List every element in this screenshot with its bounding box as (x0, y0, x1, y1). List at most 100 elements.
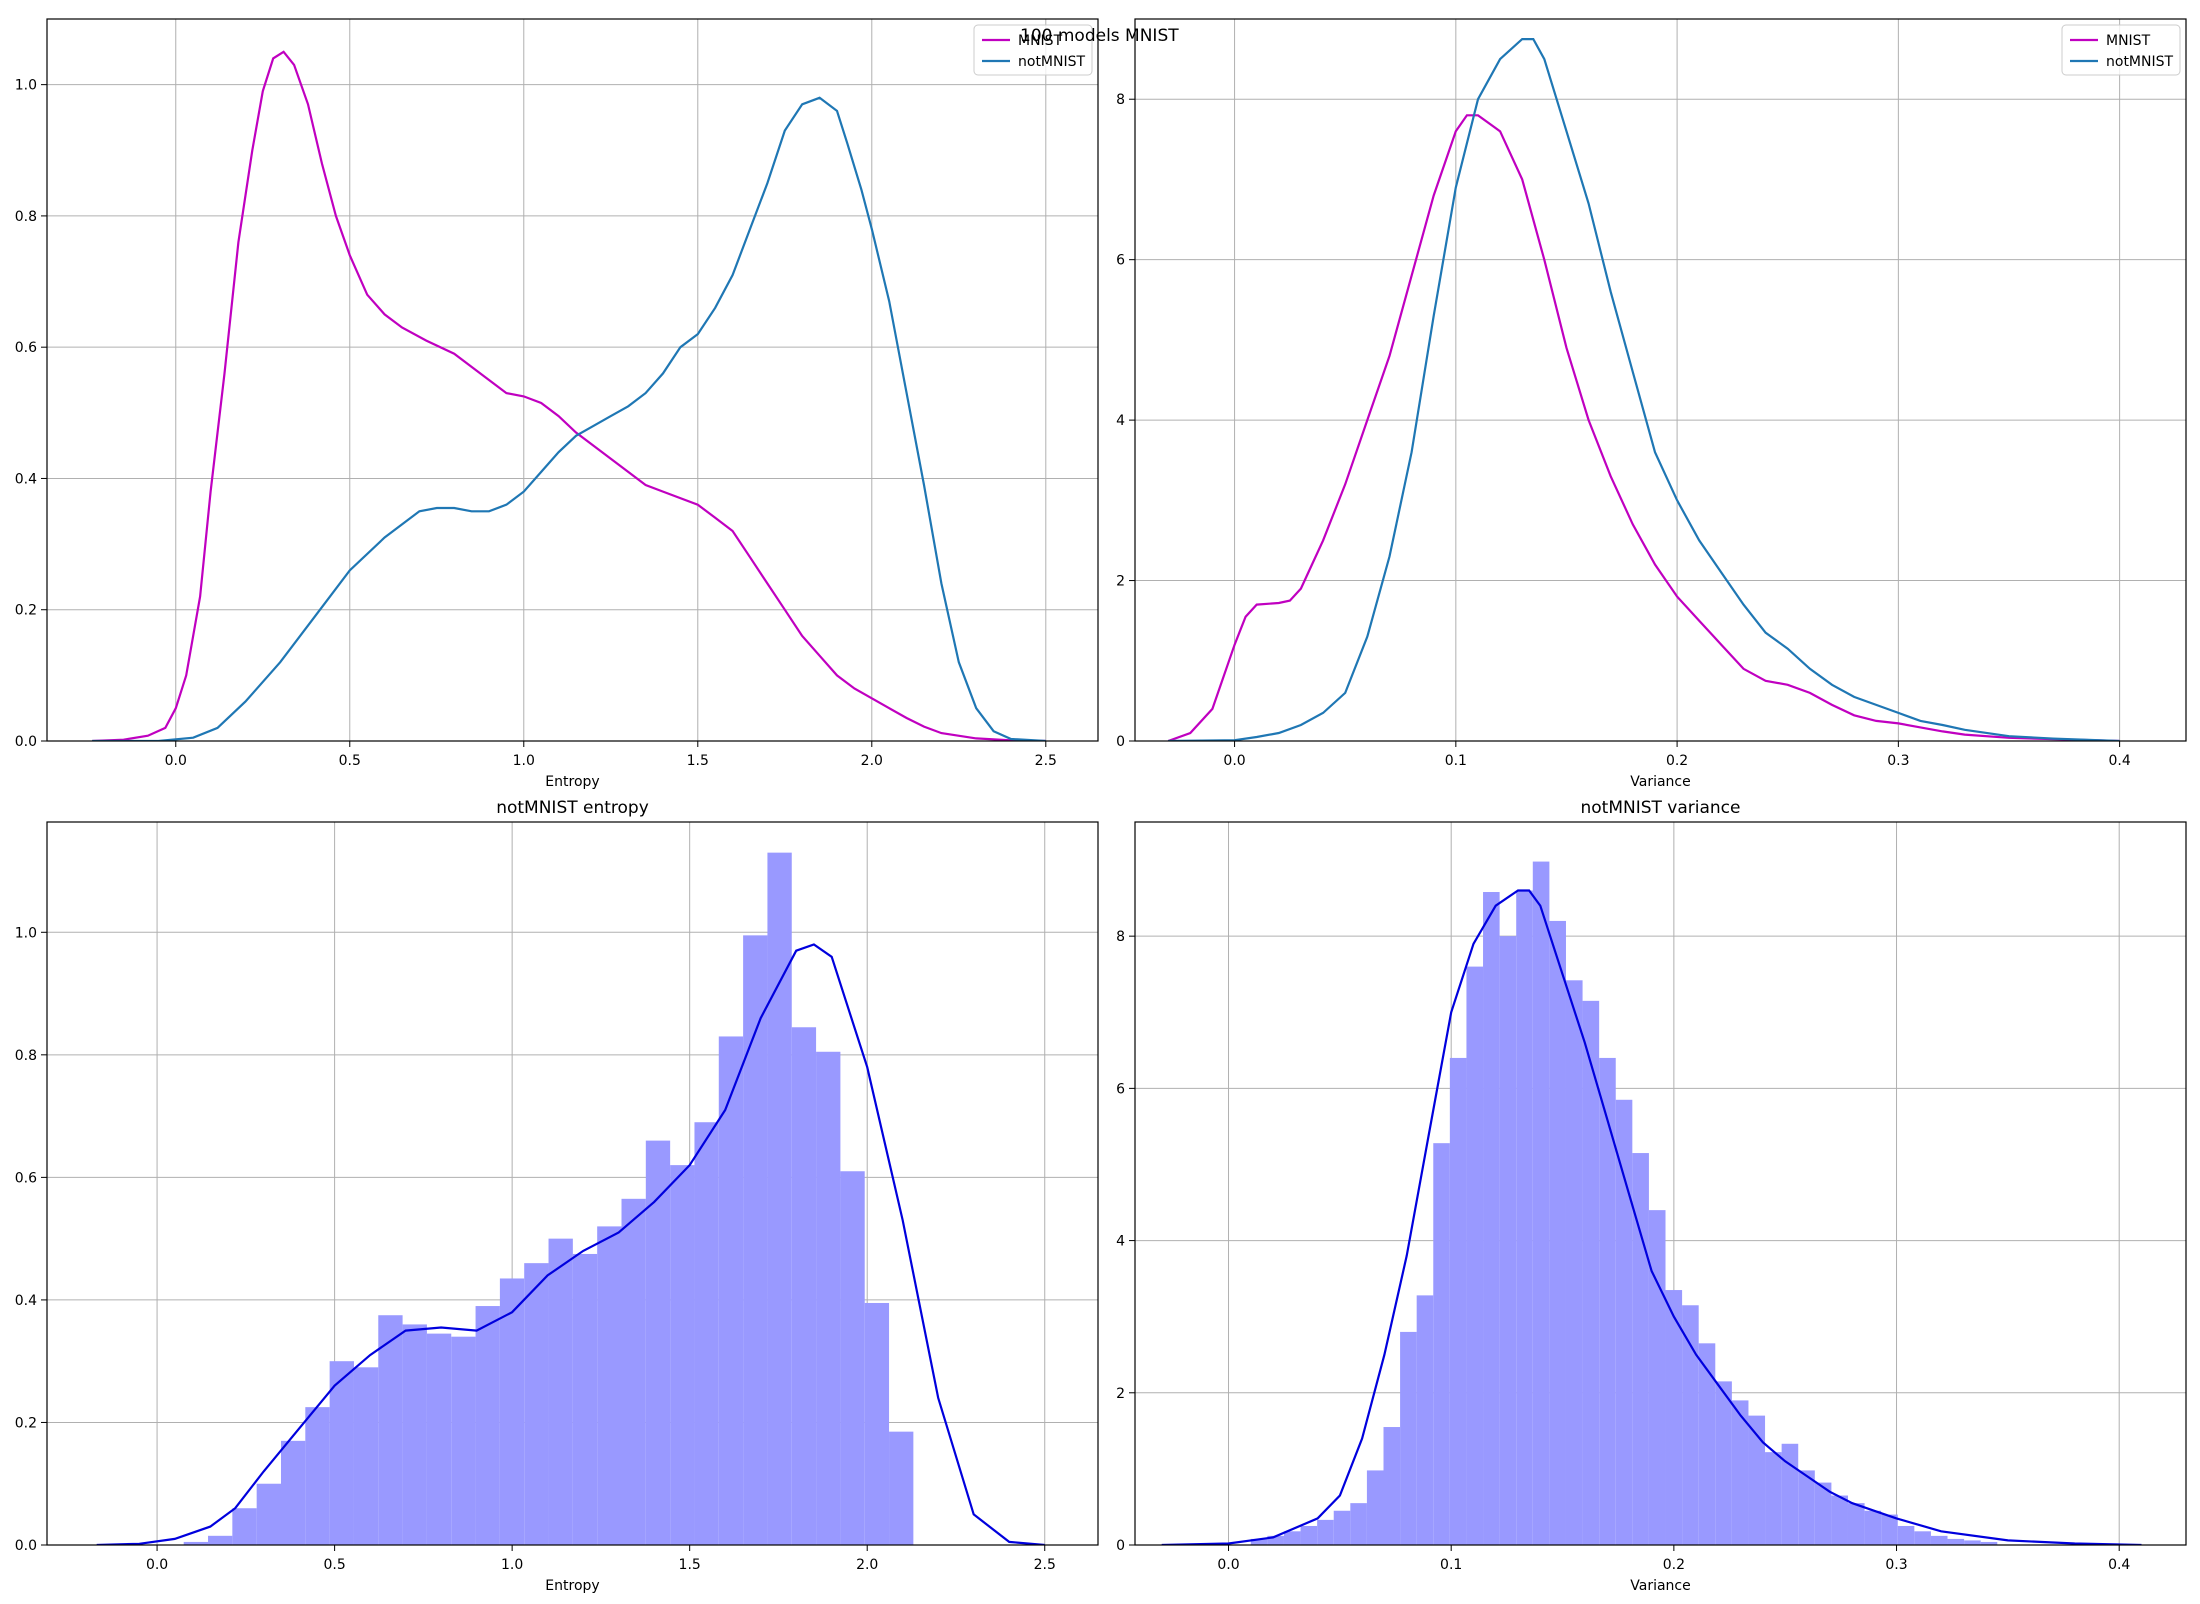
histogram-bar (1416, 1295, 1434, 1545)
legend-entry: MNIST (2106, 33, 2151, 49)
y-tick-label: 0.4 (15, 1293, 37, 1309)
series-line-mnist (92, 50, 1046, 741)
y-tick-label: 0 (1116, 734, 1125, 750)
histogram-bar (475, 1306, 500, 1545)
histogram-bar (1864, 1510, 1882, 1545)
histogram-bar (1499, 936, 1517, 1545)
histogram-bar (1250, 1538, 1268, 1545)
histogram-bar (572, 1253, 598, 1545)
histogram-bar (1449, 1057, 1467, 1545)
histogram-bar (1400, 1331, 1417, 1545)
histogram-bar (694, 1122, 719, 1545)
histogram-bar (791, 1027, 817, 1545)
histogram-bar (1300, 1525, 1318, 1545)
y-tick-label: 4 (1116, 1234, 1125, 1250)
x-tick-label: 0.3 (1885, 1557, 1907, 1573)
y-tick-label: 1.0 (15, 925, 37, 941)
histogram-bar (1881, 1514, 1898, 1545)
plot-area (92, 50, 1046, 741)
legend-box (973, 24, 1093, 76)
x-tick-label: 1.0 (501, 1557, 523, 1573)
legend-entry: notMNIST (1018, 54, 1085, 70)
x-tick-label: 0.0 (146, 1557, 168, 1573)
histogram-bar (597, 1226, 622, 1545)
x-tick-label: 2.5 (1034, 1557, 1056, 1573)
histogram-bar (670, 1165, 695, 1545)
histogram-bar (1267, 1535, 1284, 1545)
y-tick-label: 6 (1116, 1081, 1125, 1097)
histogram-bar (1748, 1415, 1766, 1545)
histogram-bar (1715, 1381, 1732, 1545)
histogram-bar (1897, 1525, 1915, 1545)
chart-panel-3: 0.0 0.5 1.0 1.5 2.0 2.5 0.0 0.2 0.4 0.6 0.8 1.0 Entr… (15, 798, 1099, 1594)
legend-entry: MNIST (1018, 33, 1063, 49)
y-tick-label: 0.6 (15, 340, 37, 356)
chart-panel-4: 0.0 0.1 0.2 0.3 0.4 0 2 4 6 8 Variance notMNIST var… (1116, 798, 2187, 1594)
y-tick-label: 8 (1116, 92, 1125, 108)
y-tick-label: 0.8 (15, 1048, 37, 1064)
x-axis-label: Entropy (545, 1578, 599, 1594)
histogram-bar (864, 1302, 890, 1545)
y-tick-label: 0.8 (15, 209, 37, 225)
x-tick-label: 1.5 (687, 753, 709, 769)
histogram-bar (402, 1324, 427, 1545)
y-tick-label: 2 (1116, 1386, 1125, 1402)
histogram-bar (1582, 1000, 1600, 1545)
plot-area (1167, 38, 2120, 741)
chart-title: notMNIST entropy (496, 798, 649, 818)
histogram-bar (1333, 1510, 1351, 1545)
histogram-bar (1682, 1305, 1699, 1545)
histogram-bar (1847, 1503, 1865, 1545)
histogram-bar (1483, 892, 1500, 1545)
histogram-bar (1947, 1538, 1965, 1545)
x-tick-label: 0.2 (1663, 1557, 1685, 1573)
axes-frame (1134, 18, 2187, 742)
histogram-bar (1383, 1427, 1401, 1545)
histogram-bar (1317, 1519, 1334, 1545)
y-tick-label: 6 (1116, 253, 1125, 269)
y-tick-label: 0.0 (15, 1538, 37, 1554)
histogram-bar (1549, 920, 1566, 1545)
histogram-bar (451, 1336, 476, 1545)
histogram-bar (840, 1171, 865, 1545)
histogram-bar (280, 1440, 306, 1545)
histogram-bar (305, 1407, 330, 1545)
histogram-bar (1433, 1143, 1450, 1545)
histogram-bar (329, 1361, 354, 1545)
x-tick-label: 0.1 (1445, 753, 1467, 769)
histogram-bar (1914, 1531, 1931, 1545)
x-tick-label: 0.4 (2108, 1557, 2130, 1573)
kde-line (1161, 889, 2142, 1545)
x-tick-label: 2.0 (856, 1557, 878, 1573)
y-tick-label: 0.2 (15, 603, 37, 619)
histogram-bar (1698, 1343, 1716, 1545)
x-axis-label: Variance (1630, 1578, 1690, 1594)
chart-title: notMNIST variance (1580, 798, 1740, 818)
histogram-bar (816, 1051, 841, 1545)
axes-frame (1134, 821, 2187, 1546)
y-tick-label: 1.0 (15, 78, 37, 94)
x-tick-label: 1.0 (513, 753, 535, 769)
y-tick-label: 2 (1116, 574, 1125, 590)
histogram-bar (889, 1431, 914, 1545)
histogram-bar (499, 1278, 525, 1545)
plot-area (1161, 861, 2142, 1545)
x-tick-label: 0.4 (2108, 753, 2130, 769)
y-tick-label: 8 (1116, 929, 1125, 945)
histogram-bar (1350, 1503, 1367, 1545)
legend-entry: notMNIST (2106, 54, 2173, 70)
x-tick-label: 0.1 (1440, 1557, 1462, 1573)
histogram-bar (1665, 1290, 1683, 1545)
histogram-bar (1731, 1400, 1749, 1545)
histogram-bar (183, 1541, 209, 1545)
histogram-bar (645, 1140, 671, 1545)
histogram-bar (1648, 1210, 1666, 1545)
histogram-bar (548, 1238, 573, 1545)
histogram-bar (1565, 980, 1583, 1545)
series-line-notmnist (1168, 38, 2120, 741)
histogram-bar (1599, 1057, 1616, 1545)
legend-box (2061, 24, 2181, 76)
legend: MNIST notMNIST (973, 24, 1093, 76)
